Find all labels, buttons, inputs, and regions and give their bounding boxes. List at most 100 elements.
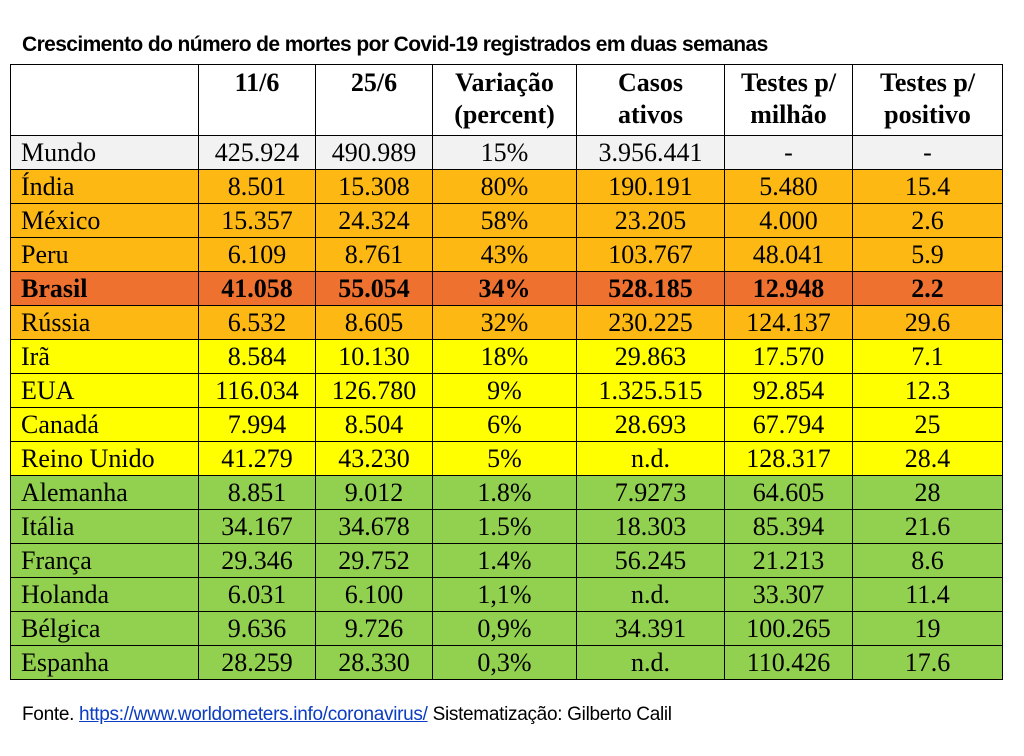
active-cases-cell: n.d. (576, 645, 725, 680)
table-row: Rússia 6.532 8.605 32% 230.225 124.137 29.6 (10, 305, 1003, 340)
table-row: Espanha 28.259 28.330 0,3% n.d. 110.426 17.6 (10, 645, 1003, 680)
header-date-25-6: 25/6 (315, 64, 433, 136)
country-cell: Índia (10, 169, 199, 204)
tests-per-million-cell: 64.605 (724, 475, 853, 510)
table-row: Índia 8.501 15.308 80% 190.191 5.480 15.4 (10, 169, 1003, 204)
country-cell: Irã (10, 339, 199, 374)
table-body: Mundo 425.924 490.989 15% 3.956.441- - Índia 8.… (10, 135, 1003, 680)
variation-cell: 1.4% (432, 543, 577, 578)
variation-cell: 43% (432, 237, 577, 272)
variation-cell: 1,1% (432, 577, 577, 612)
table-row: Brasil 41.058 55.054 34% 528.185 12.948 2.2 (10, 271, 1003, 306)
deaths-11-6-cell: 29.346 (198, 543, 316, 578)
deaths-25-6-cell: 6.100 (315, 577, 433, 612)
tests-per-positive-cell: 28.4 (852, 441, 1003, 476)
tests-per-million-cell: 12.948 (724, 271, 853, 306)
tests-per-million-cell: 21.213 (724, 543, 853, 578)
tests-per-positive-cell: 2.6 (852, 203, 1003, 238)
header-line: ativos (618, 100, 683, 129)
deaths-25-6-cell: 9.726 (315, 611, 433, 646)
active-cases-cell: 23.205 (576, 203, 725, 238)
tests-per-million-cell: 5.480 (724, 169, 853, 204)
tests-per-million-cell: 128.317 (724, 441, 853, 476)
table-row: Irã 8.584 10.130 18% 29.863 17.570 7.1 (10, 339, 1003, 374)
source-line: Fonte. https://www.worldometers.info/cor… (22, 704, 672, 726)
header-line: Testes p/ (740, 68, 837, 97)
tests-per-million-cell: 48.041 (724, 237, 853, 272)
table-row: Peru 6.109 8.761 43% 103.767 48.041 5.9 (10, 237, 1003, 272)
header-line: milhão (750, 100, 827, 129)
variation-cell: 0,9% (432, 611, 577, 646)
variation-cell: 58% (432, 203, 577, 238)
deaths-25-6-cell: 8.504 (315, 407, 433, 442)
deaths-11-6-cell: 6.031 (198, 577, 316, 612)
deaths-11-6-cell: 6.532 (198, 305, 316, 340)
country-cell: Rússia (10, 305, 199, 340)
deaths-11-6-cell: 8.501 (198, 169, 316, 204)
source-prefix: Fonte. (22, 704, 80, 725)
variation-cell: 5% (432, 441, 577, 476)
table-row: Holanda 6.031 6.100 1,1% n.d. 33.307 11.4 (10, 577, 1003, 612)
country-cell: Reino Unido (10, 441, 199, 476)
variation-cell: 6% (432, 407, 577, 442)
tests-per-million-cell: 100.265 (724, 611, 853, 646)
table-row: Canadá 7.994 8.504 6% 28.693 67.794 25 (10, 407, 1003, 442)
active-cases-cell: 7.9273 (576, 475, 725, 510)
table-row: Bélgica 9.636 9.726 0,9% 34.391 100.265 19 (10, 611, 1003, 646)
deaths-11-6-cell: 41.058 (198, 271, 316, 306)
tests-per-million-cell: 67.794 (724, 407, 853, 442)
source-link[interactable]: https://www.worldometers.info/coronaviru… (79, 704, 428, 725)
variation-cell: 15% (432, 135, 577, 170)
active-cases-cell: 18.303 (576, 509, 725, 544)
tests-per-positive-cell: 2.2 (852, 271, 1003, 306)
country-cell: Espanha (10, 645, 199, 680)
variation-cell: 32% (432, 305, 577, 340)
deaths-25-6-cell: 15.308 (315, 169, 433, 204)
deaths-25-6-cell: 8.761 (315, 237, 433, 272)
covid-deaths-table: 11/6 25/6 Variação (percent) Casos ativos … (10, 64, 1003, 680)
deaths-11-6-cell: 8.584 (198, 339, 316, 374)
header-country (10, 64, 199, 136)
country-cell: Peru (10, 237, 199, 272)
tests-per-million-cell: 92.854 (724, 373, 853, 408)
header-line: Casos (617, 68, 683, 97)
country-cell: Alemanha (10, 475, 199, 510)
deaths-25-6-cell: 10.130 (315, 339, 433, 374)
active-cases-cell: 190.191 (576, 169, 725, 204)
tests-per-million-cell: 17.570 (724, 339, 853, 374)
active-cases-cell: 1.325.515 (576, 373, 725, 408)
header-variation: Variação (percent) (432, 64, 577, 136)
active-cases-cell: 34.391 (576, 611, 725, 646)
deaths-25-6-cell: 8.605 (315, 305, 433, 340)
tests-per-positive-cell: 29.6 (852, 305, 1003, 340)
active-cases-cell: 230.225 (576, 305, 725, 340)
country-cell: Itália (10, 509, 199, 544)
active-cases-cell: n.d. (576, 577, 725, 612)
tests-per-positive-cell: 11.4 (852, 577, 1003, 612)
header-active-cases: Casos ativos (576, 64, 725, 136)
tests-per-million-cell: 124.137 (724, 305, 853, 340)
active-cases-cell: 103.767 (576, 237, 725, 272)
tests-per-million-cell: - (724, 135, 853, 170)
variation-cell: 1.8% (432, 475, 577, 510)
page-title: Crescimento do número de mortes por Covi… (22, 33, 768, 56)
table-row: Mundo 425.924 490.989 15% 3.956.441- - (10, 135, 1003, 170)
deaths-11-6-cell: 15.357 (198, 203, 316, 238)
header-line: 25/6 (350, 68, 398, 97)
deaths-11-6-cell: 6.109 (198, 237, 316, 272)
header-tests-per-positive: Testes p/positivo (852, 64, 1003, 136)
deaths-11-6-cell: 8.851 (198, 475, 316, 510)
variation-cell: 1.5% (432, 509, 577, 544)
deaths-25-6-cell: 24.324 (315, 203, 433, 238)
tests-per-positive-cell: 19 (852, 611, 1003, 646)
header-line: Variação (455, 68, 554, 97)
source-suffix: Sistematização: Gilberto Calil (427, 704, 672, 725)
deaths-25-6-cell: 55.054 (315, 271, 433, 306)
tests-per-positive-cell: 28 (852, 475, 1003, 510)
active-cases-cell: 3.956.441 (576, 135, 725, 170)
country-cell: Mundo (10, 135, 199, 170)
tests-per-positive-cell: - (852, 135, 1003, 170)
header-row: 11/6 25/6 Variação (percent) Casos ativos … (10, 64, 1003, 136)
active-cases-cell: 28.693 (576, 407, 725, 442)
header-date-11-6: 11/6 (198, 64, 316, 136)
